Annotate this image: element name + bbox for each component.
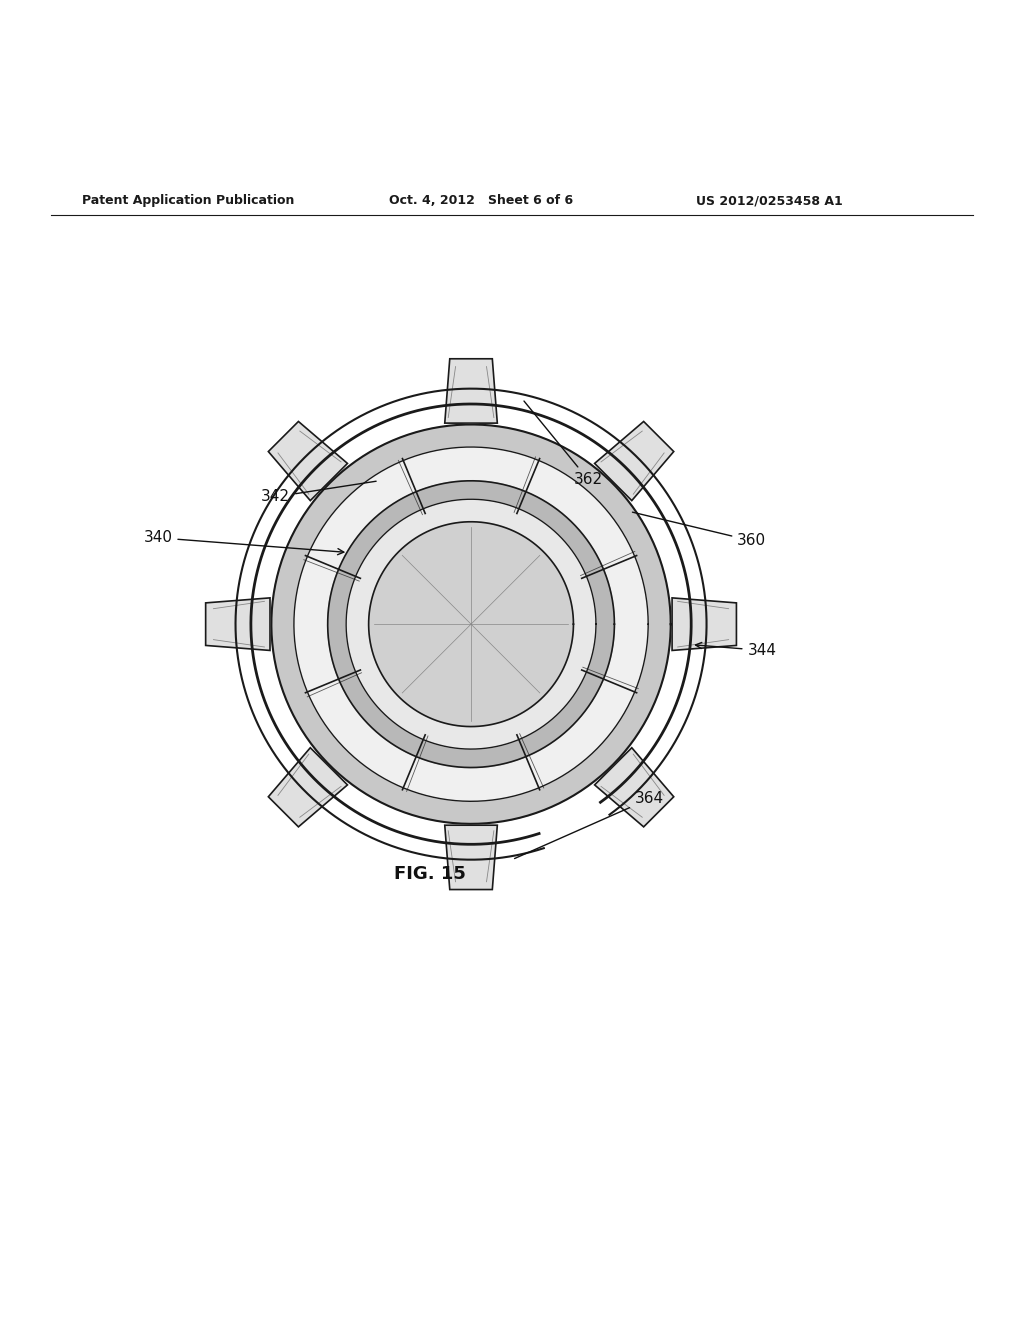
Text: US 2012/0253458 A1: US 2012/0253458 A1 xyxy=(696,194,843,207)
Text: Patent Application Publication: Patent Application Publication xyxy=(82,194,294,207)
Polygon shape xyxy=(206,598,270,651)
Text: 340: 340 xyxy=(143,531,344,554)
Text: 364: 364 xyxy=(514,792,664,858)
Text: Oct. 4, 2012   Sheet 6 of 6: Oct. 4, 2012 Sheet 6 of 6 xyxy=(389,194,573,207)
Polygon shape xyxy=(271,425,671,824)
Text: 344: 344 xyxy=(695,643,776,657)
Polygon shape xyxy=(595,421,674,500)
Polygon shape xyxy=(369,521,573,726)
Polygon shape xyxy=(294,447,648,801)
Polygon shape xyxy=(346,499,596,748)
Polygon shape xyxy=(672,598,736,651)
Polygon shape xyxy=(595,747,674,826)
Text: 362: 362 xyxy=(524,401,602,487)
Text: 360: 360 xyxy=(633,512,766,548)
Polygon shape xyxy=(444,825,498,890)
Polygon shape xyxy=(268,421,347,500)
Text: 342: 342 xyxy=(261,482,376,504)
Text: FIG. 15: FIG. 15 xyxy=(394,865,466,883)
Polygon shape xyxy=(444,359,498,424)
Polygon shape xyxy=(268,747,347,826)
Polygon shape xyxy=(328,480,614,767)
